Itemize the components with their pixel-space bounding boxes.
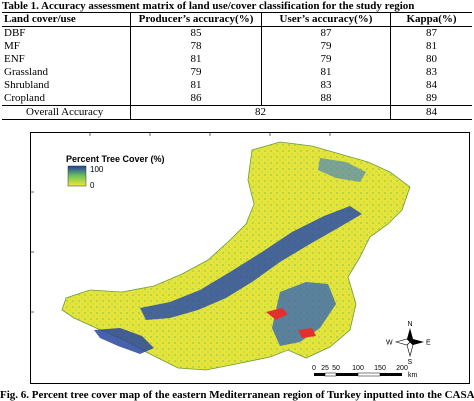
scale-label: 200 [396,365,408,372]
producer-cell: 85 [130,26,262,40]
kappa-cell: 83 [390,66,472,79]
legend-max: 100 [90,165,104,174]
compass-w: W [386,340,393,347]
overall-accuracy-value: 82 [130,105,391,120]
class-cell: DBF [4,27,26,39]
accuracy-table: Land cover/use Producer’s accuracy(%) Us… [2,12,472,120]
graticule-ticks [30,132,331,313]
scale-unit: km [408,372,418,379]
producer-cell: 81 [130,79,262,92]
class-cell: MF [4,40,20,52]
producer-cell: 79 [130,66,262,79]
producer-cell: 86 [130,92,262,106]
scale-label: 50 [332,365,340,372]
figure-caption: Fig. 6. Percent tree cover map of the ea… [0,389,474,401]
compass-s: S [408,359,413,366]
overall-label: Overall Accuracy [2,105,131,120]
scale-label: 100 [352,365,364,372]
header-kappa: Kappa(%) [390,12,472,27]
tree-cover-map: Percent Tree Cover (%) 100 0 N S E W 0 2… [30,132,470,384]
kappa-cell: 89 [390,92,472,106]
forest-band-high [140,206,362,320]
user-cell: 87 [261,26,391,40]
water-body [266,308,288,320]
map-figure: Percent Tree Cover (%) 100 0 N S E W 0 2… [30,132,470,384]
user-cell: 83 [261,79,391,92]
user-cell: 81 [261,66,391,79]
legend: Percent Tree Cover (%) 100 0 [66,154,165,190]
legend-title: Percent Tree Cover (%) [66,154,165,164]
north-arrow-icon [407,328,413,342]
producer-cell: 81 [130,53,262,66]
table-row: DBF 85 87 87 [2,26,472,40]
forest-west [94,328,154,354]
header-land-cover: Land cover/use [2,12,131,27]
table-header-row: Land cover/use Producer’s accuracy(%) Us… [2,12,472,27]
user-cell: 79 [261,40,391,53]
scale-label: 0 [312,365,316,372]
scale-label: 150 [374,365,386,372]
kappa-cell: 84 [390,79,472,92]
class-cell: Shrubland [4,79,50,91]
table-row: Cropland 86 88 89 [2,92,472,106]
table-row: ENF 81 79 80 [2,53,472,66]
class-cell: ENF [4,53,25,65]
forest-north [318,158,366,182]
user-cell: 88 [261,92,391,106]
table-row: Shrubland 81 83 84 [2,79,472,92]
producer-cell: 78 [130,40,262,53]
class-cell: Grassland [4,66,48,78]
legend-min: 0 [90,181,95,190]
table-row: MF 78 79 81 [2,40,472,53]
table-caption: Table 1. Accuracy assessment matrix of l… [2,0,415,12]
water-body [298,328,316,338]
compass-e: E [426,340,431,347]
header-producer: Producer’s accuracy(%) [130,12,262,27]
table-row: Grassland 79 81 83 [2,66,472,79]
header-user: User’s accuracy(%) [261,12,391,27]
compass-n: N [408,321,413,328]
user-cell: 79 [261,53,391,66]
kappa-cell: 87 [390,26,472,40]
kappa-cell: 80 [390,53,472,66]
compass: N S E W [386,321,431,366]
legend-colorbar [67,165,87,187]
overall-kappa-value: 84 [390,105,472,120]
forest-band-mid [272,282,336,346]
scale-bar: 0 25 50 100 150 200 km [312,365,417,379]
overall-row: Overall Accuracy 82 84 [2,105,472,120]
kappa-cell: 81 [390,40,472,53]
class-cell: Cropland [4,92,45,104]
scale-label: 25 [321,365,329,372]
